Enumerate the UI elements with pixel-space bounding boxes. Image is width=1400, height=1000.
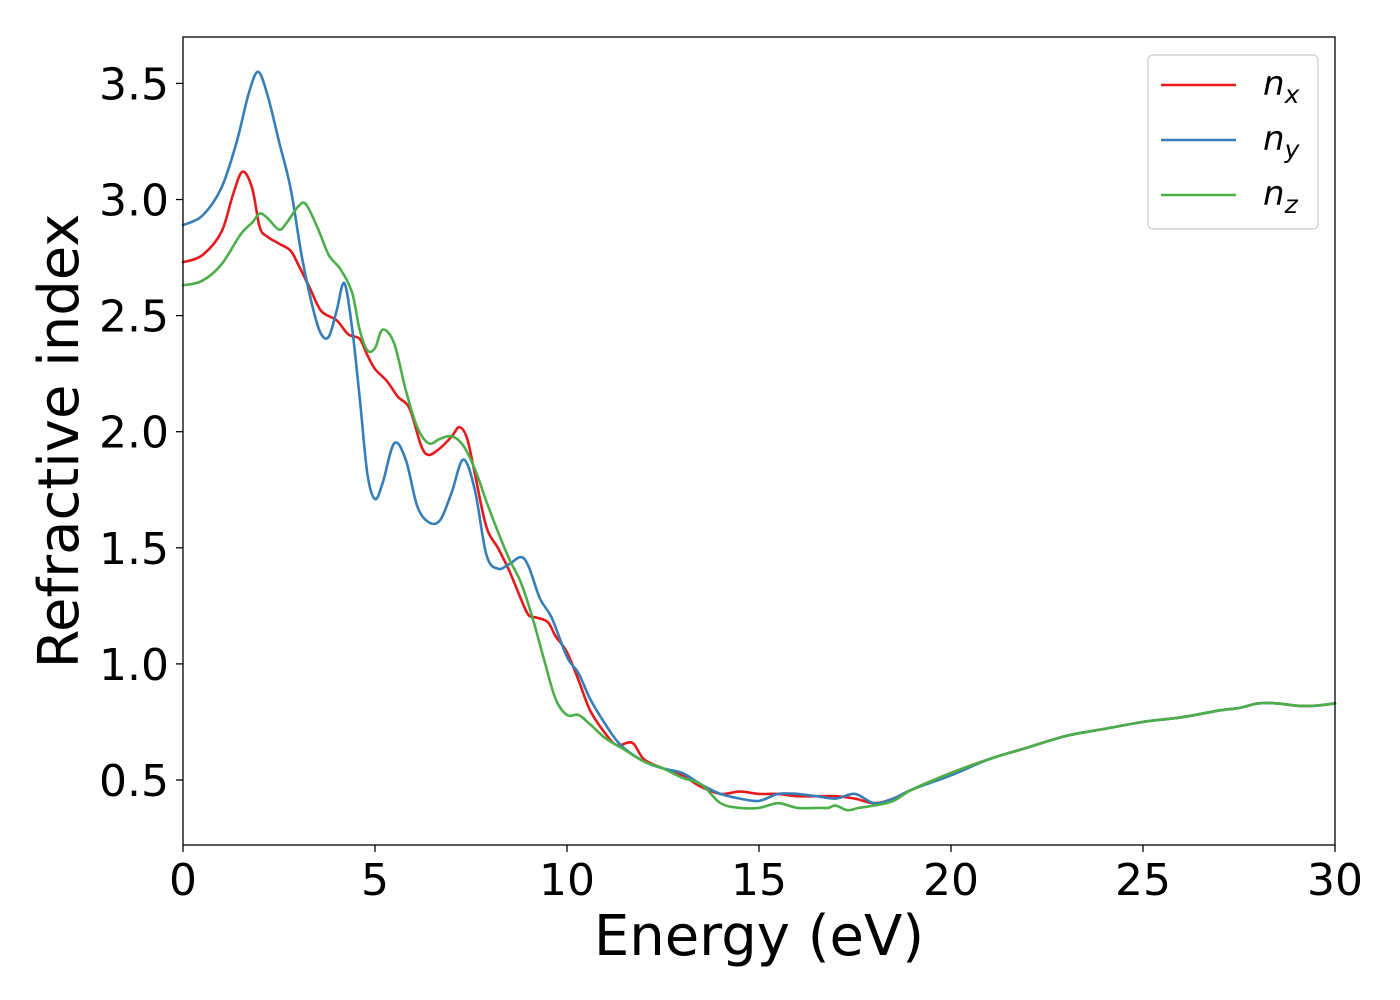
series-line-n-z <box>181 201 1337 812</box>
x-axis: 0 5 10 15 20 25 30 <box>169 845 1363 906</box>
y-axis-title: Refractive index <box>27 214 92 669</box>
x-tick-label: 25 <box>1115 855 1171 906</box>
legend-label: nx <box>1263 64 1300 109</box>
x-tick-label: 30 <box>1307 855 1363 906</box>
y-tick-label: 3.0 <box>99 176 169 227</box>
legend-frame <box>1147 54 1319 230</box>
y-tick-label: 1.5 <box>99 524 169 575</box>
y-tick-label: 3.5 <box>99 59 169 110</box>
series-layer <box>181 70 1337 812</box>
x-axis-title: Energy (eV) <box>594 904 924 969</box>
legend-label: ny <box>1263 119 1301 164</box>
legend: nx ny nz <box>1147 54 1319 230</box>
y-axis: 0.5 1.0 1.5 2.0 2.5 3.0 3.5 <box>99 59 183 807</box>
x-tick-label: 5 <box>361 855 389 906</box>
y-tick-label: 2.0 <box>99 408 169 459</box>
plot-background <box>183 37 1335 845</box>
x-tick-label: 0 <box>169 855 197 906</box>
y-tick-label: 2.5 <box>99 292 169 343</box>
x-tick-label: 20 <box>923 855 979 906</box>
y-tick-label: 0.5 <box>99 756 169 807</box>
x-tick-label: 15 <box>731 855 787 906</box>
x-tick-label: 10 <box>539 855 595 906</box>
legend-label: nz <box>1263 174 1299 219</box>
y-tick-label: 1.0 <box>99 640 169 691</box>
